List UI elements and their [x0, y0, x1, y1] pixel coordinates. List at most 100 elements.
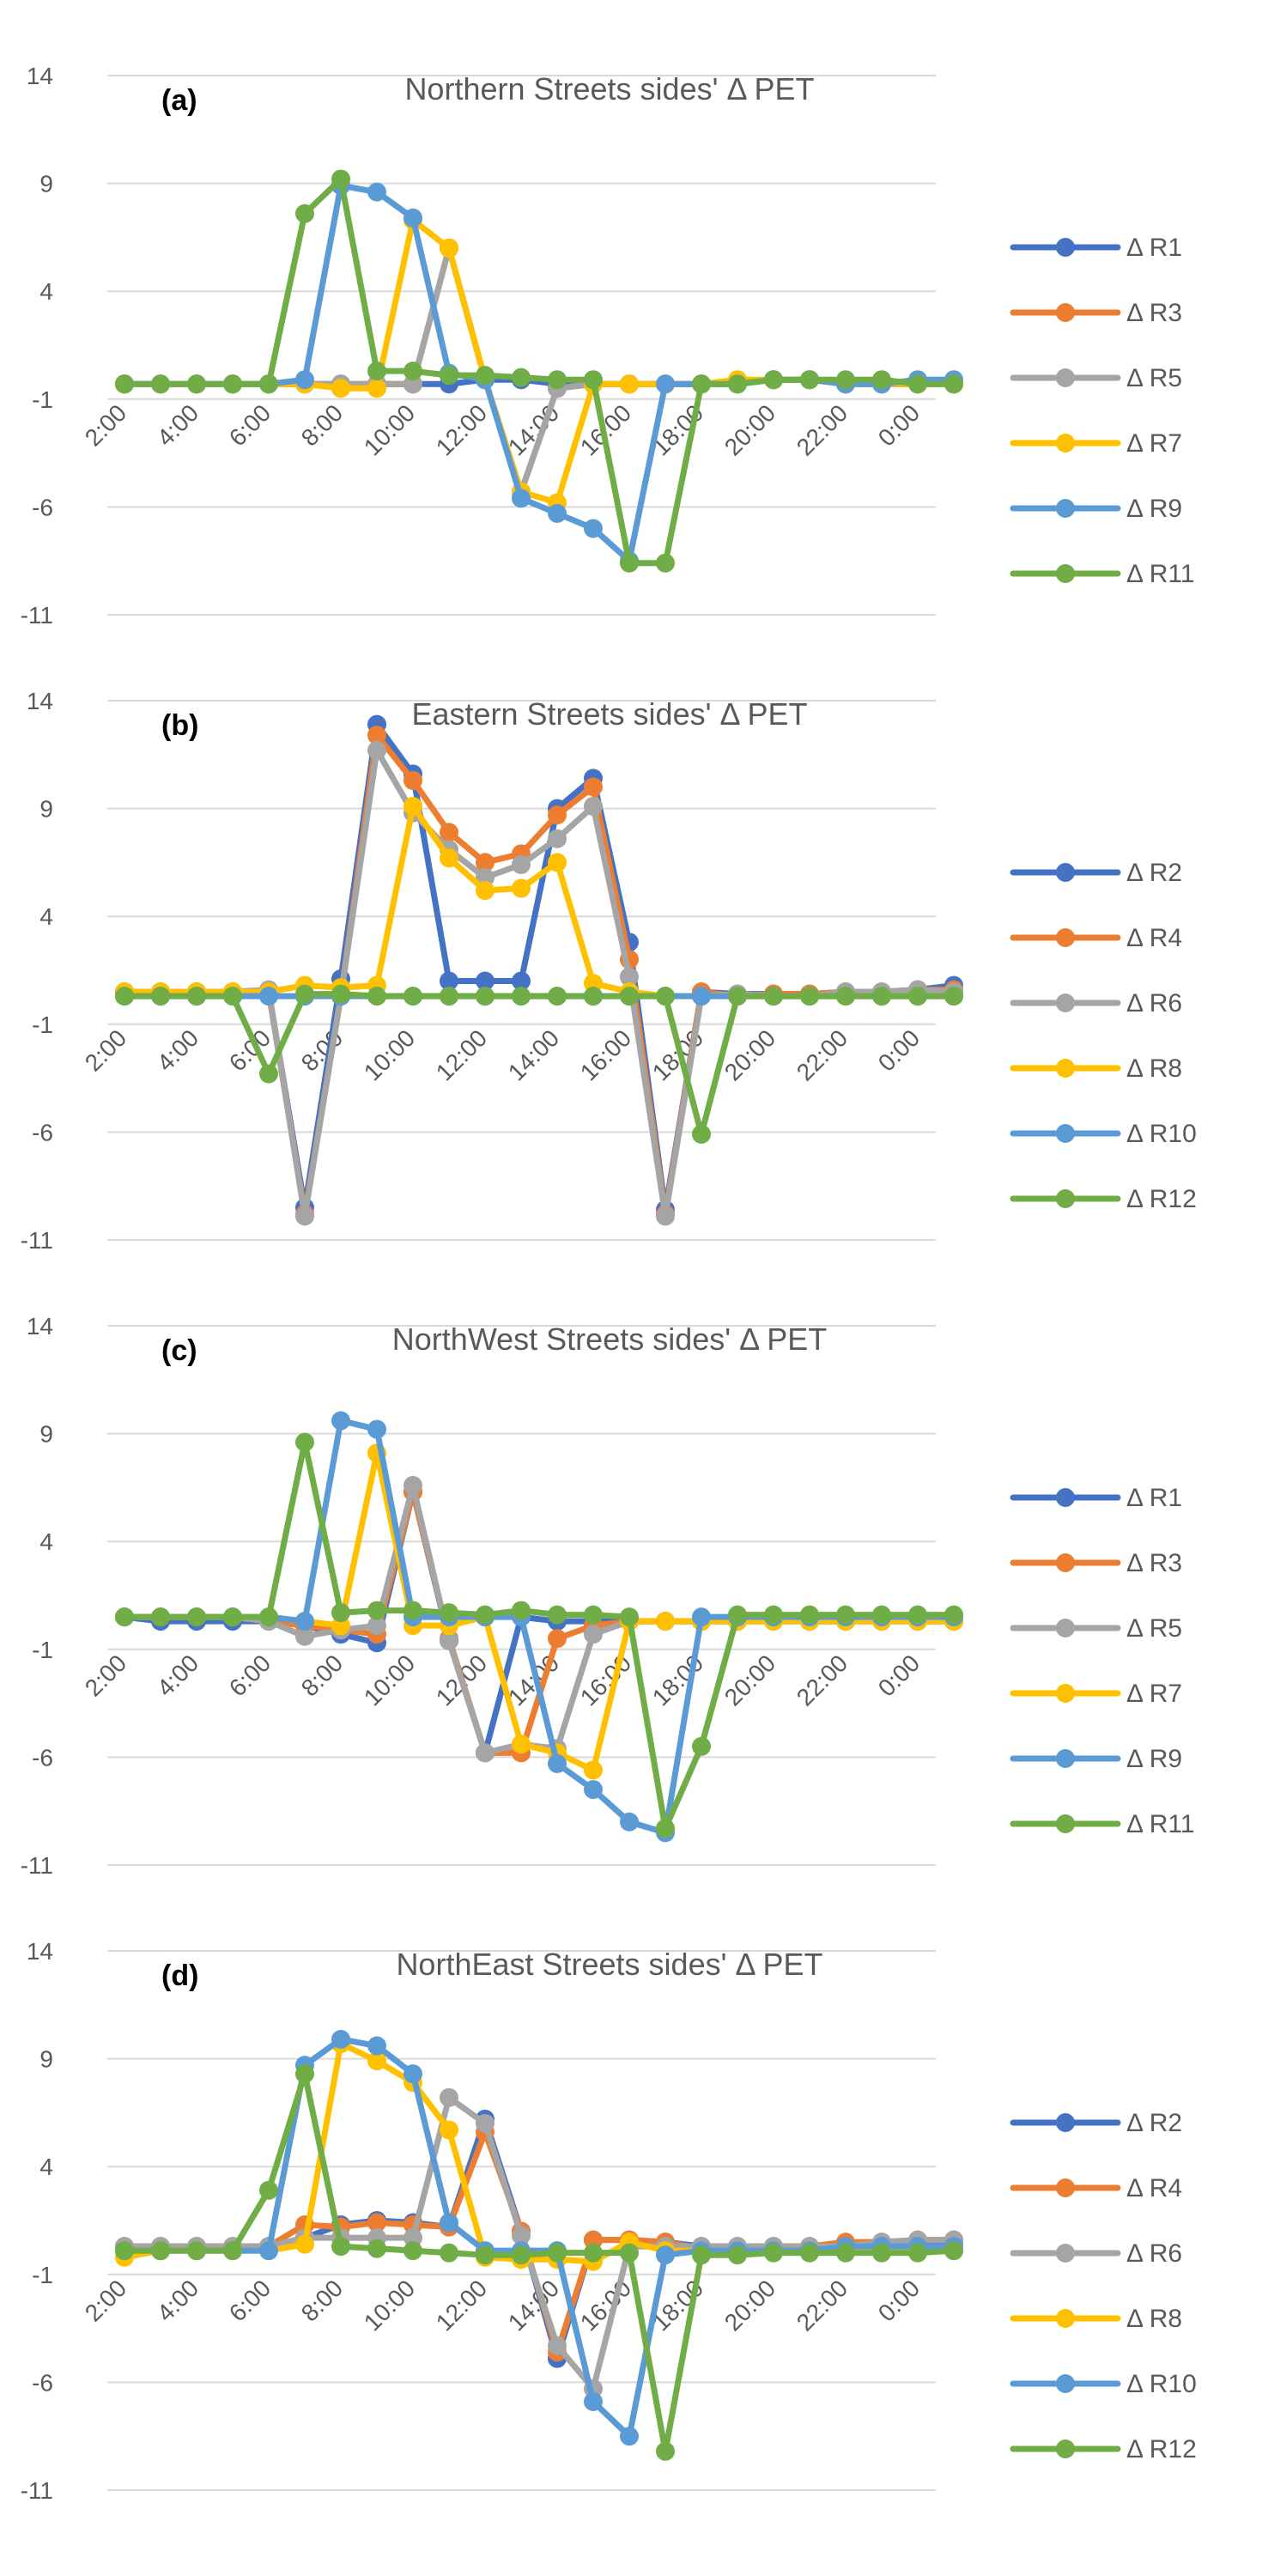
data-point [476, 2113, 494, 2133]
data-point [331, 984, 350, 1004]
x-tick-label: 14:00 [503, 1024, 564, 1085]
data-point [476, 1743, 494, 1763]
data-point [295, 1626, 314, 1646]
data-point [259, 2241, 278, 2261]
data-point [692, 2245, 711, 2265]
x-tick-label: 8:00 [296, 1649, 348, 1701]
legend-item: Δ R2 [1010, 2109, 1182, 2137]
legend-label: Δ R10 [1126, 2370, 1197, 2398]
x-tick-label: 16:00 [575, 2275, 636, 2336]
x-tick-label: 10:00 [359, 1649, 420, 1710]
legend-label: Δ R1 [1126, 234, 1182, 262]
legend-item: Δ R2 [1010, 859, 1182, 887]
data-point [620, 1812, 639, 1832]
legend-item: Δ R8 [1010, 2305, 1182, 2333]
data-point [367, 726, 386, 745]
series-r4 [115, 726, 963, 1224]
legend-marker [1056, 1749, 1075, 1768]
legend-label: Δ R4 [1126, 2174, 1182, 2202]
data-point [512, 971, 531, 991]
y-tick-label: -1 [32, 1012, 53, 1038]
x-tick-label: 2:00 [80, 1649, 131, 1701]
data-point [584, 1625, 603, 1644]
series-line [121, 732, 957, 1218]
y-tick-label: -11 [21, 2477, 53, 2504]
data-point [331, 169, 350, 189]
series-line [121, 182, 957, 564]
data-point [728, 987, 747, 1006]
y-tick-label: 4 [39, 2154, 53, 2180]
panel-label: (b) [161, 709, 198, 742]
legend-label: Δ R8 [1126, 1054, 1182, 1083]
y-tick-label: -1 [32, 2262, 53, 2288]
x-tick-label: 2:00 [80, 399, 131, 451]
data-point [548, 1753, 567, 1773]
data-point [584, 974, 603, 993]
data-point [331, 1616, 350, 1636]
legend-marker [1056, 1814, 1075, 1833]
chart-title: NorthWest Streets sides' Δ PET [392, 1321, 827, 1357]
data-point [764, 370, 783, 390]
data-point [367, 987, 386, 1006]
legend-label: Δ R3 [1126, 299, 1182, 327]
data-point [151, 987, 170, 1006]
x-tick-label: 0:00 [873, 2275, 925, 2326]
series-line [121, 245, 957, 495]
data-point [512, 1735, 531, 1754]
data-point [656, 2441, 675, 2461]
data-point [800, 987, 819, 1006]
series-r3 [115, 238, 963, 501]
data-point [800, 1605, 819, 1625]
data-point [367, 379, 386, 398]
data-point [367, 2239, 386, 2258]
x-tick-label: 22:00 [792, 1024, 852, 1085]
y-tick-label: -1 [32, 1637, 53, 1663]
x-tick-label: 20:00 [719, 2275, 780, 2336]
data-point [403, 1601, 422, 1620]
data-point [800, 2243, 819, 2263]
data-point [403, 797, 422, 817]
data-point [115, 374, 134, 394]
data-point [836, 370, 855, 390]
x-tick-label: 10:00 [359, 399, 420, 460]
legend-item: Δ R9 [1010, 495, 1182, 523]
data-point [512, 987, 531, 1006]
legend-marker [1056, 434, 1075, 453]
data-point [440, 823, 458, 842]
data-point [656, 987, 675, 1006]
legend-marker [1056, 1488, 1075, 1507]
legend-label: Δ R9 [1126, 1745, 1182, 1773]
series-line [121, 721, 957, 1213]
y-tick-label: -6 [32, 1744, 53, 1771]
data-point [692, 374, 711, 394]
data-point [800, 370, 819, 390]
data-point [295, 1612, 314, 1631]
series-line [121, 216, 957, 506]
y-tick-label: 14 [27, 63, 53, 89]
data-point [295, 1206, 314, 1226]
data-point [476, 853, 494, 872]
data-point [295, 2234, 314, 2254]
x-tick-label: 4:00 [152, 1649, 203, 1701]
data-point [187, 987, 206, 1006]
data-point [656, 374, 675, 394]
legend-label: Δ R12 [1126, 2435, 1197, 2464]
data-point [367, 1616, 386, 1636]
y-tick-label: 14 [27, 1938, 53, 1965]
legend-label: Δ R10 [1126, 1120, 1197, 1148]
data-point [548, 2336, 567, 2355]
data-point [259, 987, 278, 1006]
data-point [512, 1601, 531, 1620]
series-r11 [115, 169, 963, 573]
y-tick-label: 14 [27, 688, 53, 714]
data-point [944, 2241, 963, 2261]
data-point [403, 1475, 422, 1495]
legend-item: Δ R11 [1010, 1810, 1195, 1838]
data-point [548, 853, 567, 872]
data-point [440, 987, 458, 1006]
data-point [656, 553, 675, 573]
legend-label: Δ R5 [1126, 364, 1182, 392]
legend-marker [1056, 2113, 1075, 2132]
data-point [512, 878, 531, 898]
